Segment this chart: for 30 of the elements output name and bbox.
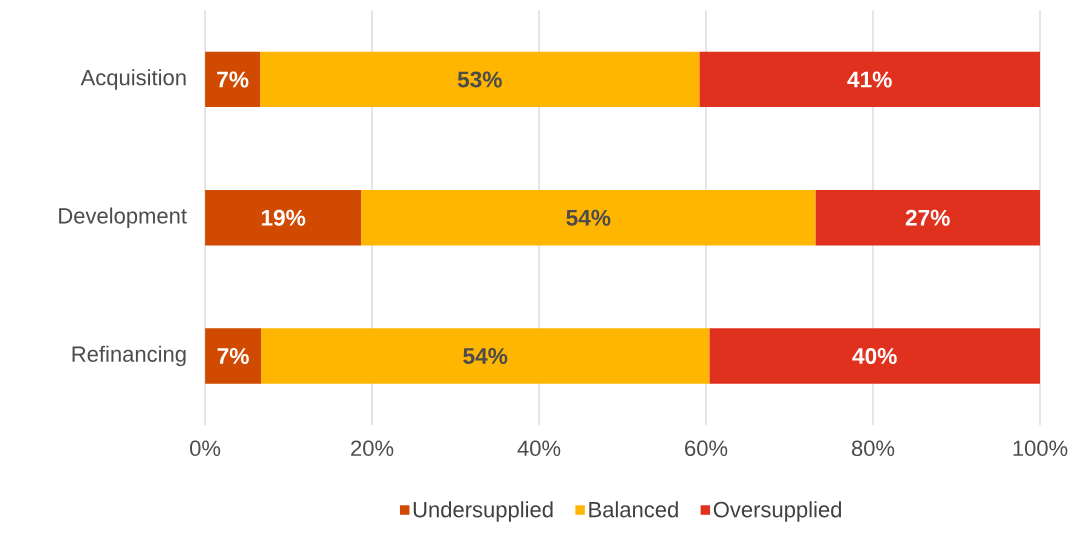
data-label: 7% [217,347,249,364]
x-tick-label: 60% [685,440,728,456]
x-tick-label: 20% [351,440,394,456]
bar [815,190,1040,246]
y-tick-label: Refinancing [72,345,186,367]
data-label: 19% [261,209,306,226]
bar [261,328,710,384]
data-label: 7% [217,71,249,88]
x-tick-label: 40% [517,440,561,456]
data-label: 54% [566,209,611,226]
bar [205,51,261,108]
legend-label: Oversupplied [713,501,841,522]
x-tick-label: 0% [190,440,221,456]
data-label: 27% [905,209,950,226]
bar [260,51,700,108]
bar [709,328,1040,384]
y-tick-label: Acquisition [80,69,186,90]
y-tick-label: Development [59,207,187,228]
bar [205,190,362,246]
data-label: 53% [457,71,502,88]
x-tick-label: 80% [851,440,895,456]
x-tick-label: 100% [1013,440,1068,456]
data-label: 41% [847,71,892,88]
legend-label: Undersupplied [413,501,553,522]
data-label: 40% [852,347,897,364]
bar [205,328,262,384]
bar [699,51,1040,108]
bar [361,190,816,246]
data-label: 54% [463,347,508,364]
legend-label: Balanced [589,501,678,518]
